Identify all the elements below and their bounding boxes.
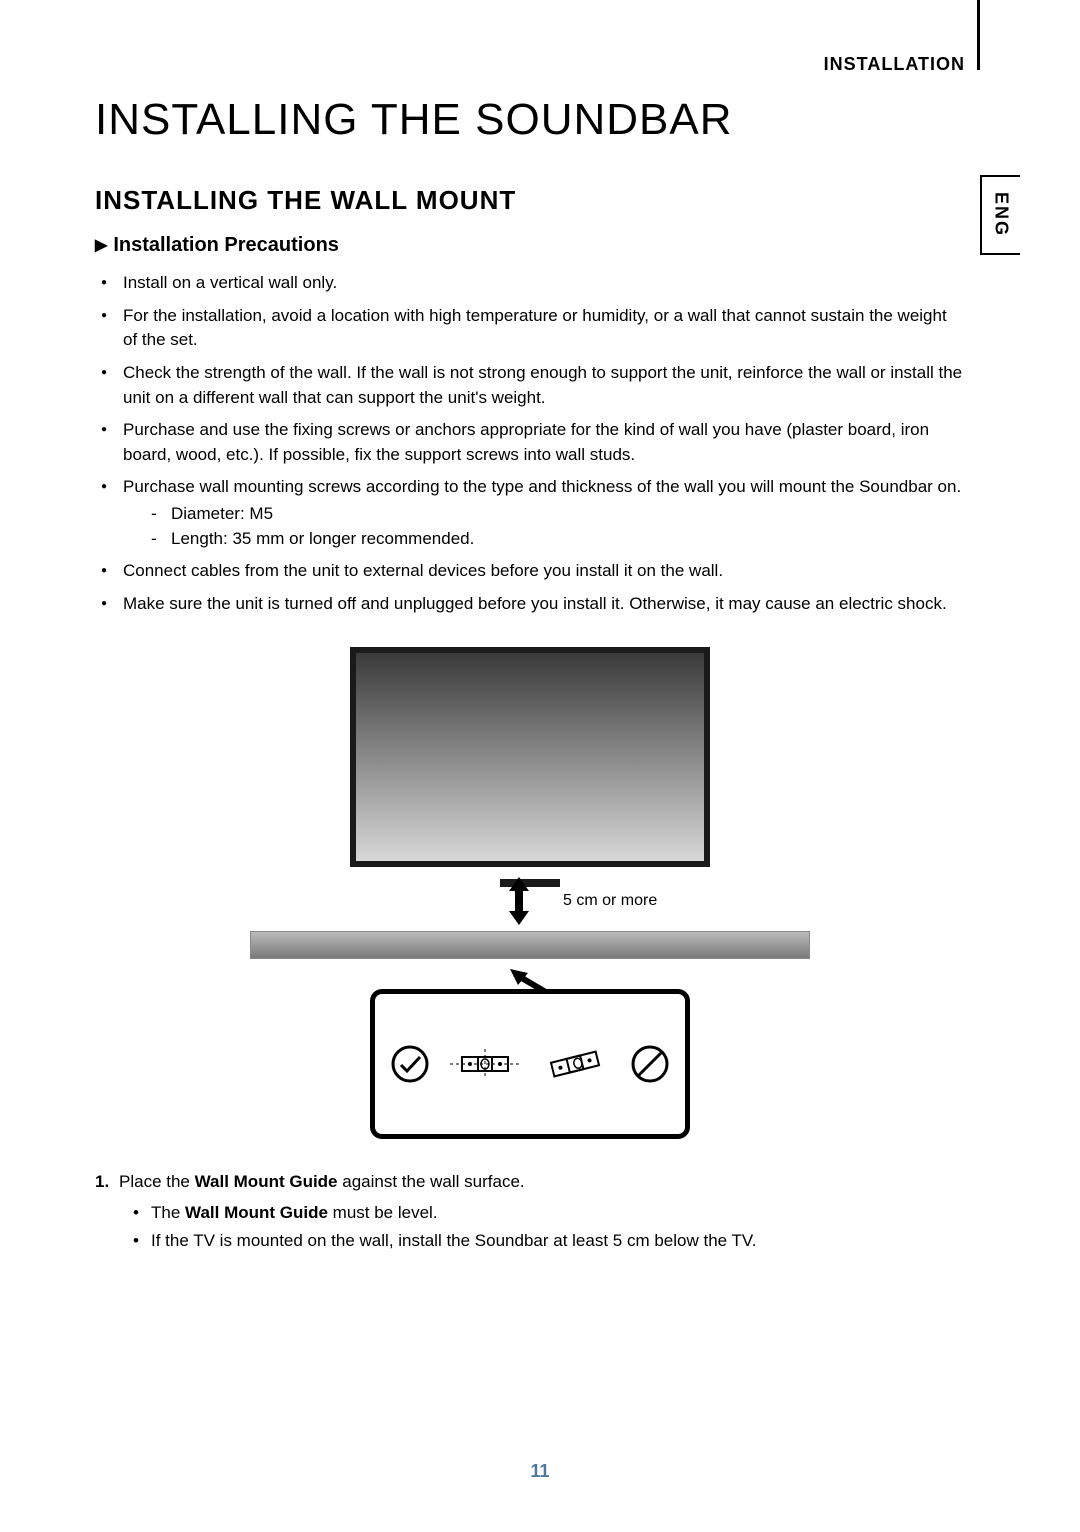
step-text-pre: Place the (119, 1172, 195, 1191)
step-list: 1.Place the Wall Mount Guide against the… (95, 1169, 965, 1254)
sub-pre: The (151, 1203, 185, 1222)
precaution-item: Purchase wall mounting screws according … (101, 475, 965, 551)
installation-figure: 5 cm or more (250, 647, 810, 1139)
step-number: 1. (95, 1169, 119, 1195)
step-text-bold: Wall Mount Guide (195, 1172, 338, 1191)
prohibited-circle-icon (630, 1044, 670, 1084)
gap-label: 5 cm or more (563, 892, 657, 910)
wall-mount-guide-panel (370, 989, 690, 1139)
page-title: INSTALLING THE SOUNDBAR (95, 95, 965, 145)
sub-bold: Wall Mount Guide (185, 1203, 328, 1222)
precaution-item: Make sure the unit is turned off and unp… (101, 592, 965, 617)
double-arrow-icon (505, 877, 533, 925)
section-title: INSTALLING THE WALL MOUNT (95, 185, 965, 216)
section-label: INSTALLATION (824, 54, 965, 75)
screw-spec-list: Diameter: M5 Length: 35 mm or longer rec… (123, 502, 965, 551)
tv-illustration (350, 647, 710, 867)
precautions-list: Install on a vertical wall only. For the… (95, 271, 965, 617)
step-subitem: If the TV is mounted on the wall, instal… (133, 1228, 965, 1254)
precaution-text: Purchase wall mounting screws according … (123, 477, 961, 496)
precaution-item: Connect cables from the unit to external… (101, 559, 965, 584)
sub-post: must be level. (328, 1203, 438, 1222)
screw-spec: Length: 35 mm or longer recommended. (151, 527, 965, 552)
step-text-post: against the wall surface. (338, 1172, 525, 1191)
step-item: 1.Place the Wall Mount Guide against the… (95, 1169, 965, 1195)
screw-spec: Diameter: M5 (151, 502, 965, 527)
page-number: 11 (0, 1461, 1080, 1482)
step-sublist: The Wall Mount Guide must be level. If t… (95, 1200, 965, 1253)
gap-indicator: 5 cm or more (505, 877, 657, 925)
header-rule (977, 0, 980, 70)
precaution-item: Install on a vertical wall only. (101, 271, 965, 296)
soundbar-illustration (250, 931, 810, 959)
precaution-item: For the installation, avoid a location w… (101, 304, 965, 353)
level-horizontal-icon (450, 1044, 520, 1084)
level-tilted-icon (540, 1039, 610, 1089)
triangle-icon: ▶ (95, 235, 107, 255)
precaution-item: Purchase and use the fixing screws or an… (101, 418, 965, 467)
precaution-item: Check the strength of the wall. If the w… (101, 361, 965, 410)
check-circle-icon (390, 1044, 430, 1084)
page-content: INSTALLING THE SOUNDBAR INSTALLING THE W… (95, 95, 965, 1255)
subsection-title-text: Installation Precautions (113, 234, 339, 256)
subsection-title: ▶ Installation Precautions (95, 234, 965, 257)
language-tab: ENG (980, 175, 1020, 255)
step-subitem: The Wall Mount Guide must be level. (133, 1200, 965, 1226)
language-tab-text: ENG (991, 192, 1012, 237)
